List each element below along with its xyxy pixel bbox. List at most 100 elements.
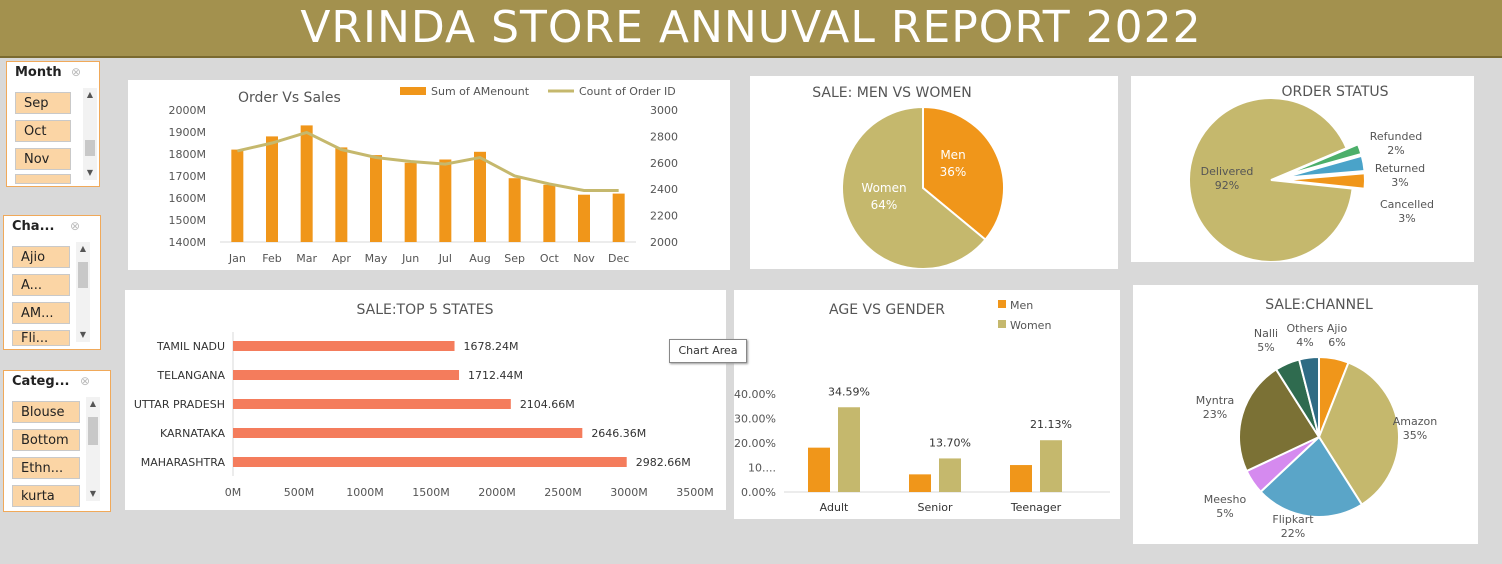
- pie-slice-delivered: [1188, 97, 1354, 263]
- slicer-item[interactable]: [15, 174, 71, 184]
- data-label: 2646.36M: [591, 427, 646, 440]
- scroll-down-icon[interactable]: ▼: [89, 489, 97, 498]
- bar: [335, 147, 348, 242]
- slicer-item[interactable]: Sep: [15, 92, 71, 114]
- pie-slice-myntra: [1238, 368, 1321, 473]
- clear-filter-icon[interactable]: ⊗: [71, 65, 82, 79]
- slicer-item[interactable]: Fli...: [12, 330, 70, 346]
- bar: [439, 159, 452, 242]
- y2-tick-label: 3000: [650, 104, 678, 117]
- slice-label: Women: [861, 181, 906, 195]
- month-slicer[interactable]: Month ⊗ Sep Oct Nov ▲ ▼: [6, 61, 100, 187]
- x-tick-label: 1500M: [412, 486, 450, 499]
- scroll-down-icon[interactable]: ▼: [79, 330, 87, 339]
- x-tick-label: 1000M: [346, 486, 384, 499]
- x-tick-label: Jun: [401, 252, 419, 265]
- scroll-down-icon[interactable]: ▼: [86, 168, 94, 177]
- slice-label: Others: [1287, 322, 1324, 335]
- slicer-item[interactable]: Ethn...: [12, 457, 80, 479]
- order-vs-sales-panel[interactable]: Order Vs Sales 2000M 1900M 1800M 1700M 1600M 1…: [128, 80, 730, 270]
- category-slicer[interactable]: Categ... ⊗ Blouse Bottom Ethn... kurta ▲…: [3, 370, 111, 512]
- scroll-thumb[interactable]: [78, 262, 88, 288]
- y-tick-label: 20.00%: [734, 437, 776, 450]
- x-tick-label: Senior: [917, 501, 953, 514]
- y-tick-label: KARNATAKA: [160, 427, 225, 440]
- slice-value: 3%: [1391, 176, 1408, 189]
- y2-tick-label: 2400: [650, 183, 678, 196]
- bar: [543, 184, 556, 242]
- order-status-panel[interactable]: ORDER STATUS Delivered 92% Refunded 2% Return…: [1131, 76, 1474, 263]
- men-vs-women-panel[interactable]: SALE: MEN VS WOMEN Men 36% Women 64%: [750, 76, 1118, 270]
- bar: [300, 125, 313, 242]
- slice-value: 64%: [871, 198, 898, 212]
- slicer-item[interactable]: Blouse: [12, 401, 80, 423]
- bar: [370, 155, 382, 242]
- slicer-item[interactable]: Bottom: [12, 429, 80, 451]
- y2-tick-label: 2600: [650, 157, 678, 170]
- chart-title: SALE:TOP 5 STATES: [356, 302, 493, 318]
- x-tick-label: Apr: [332, 252, 352, 265]
- y2-tick-label: 2000: [650, 236, 678, 249]
- x-tick-label: 2500M: [544, 486, 582, 499]
- slicer-header: Month: [15, 65, 62, 80]
- slice-label: Ajio: [1327, 322, 1348, 335]
- pie-slice-cancelled: [1282, 172, 1366, 190]
- chart-area-tooltip: Chart Area: [669, 339, 747, 363]
- x-tick-label: Jul: [438, 252, 452, 265]
- sale-channel-panel[interactable]: SALE:CHANNEL Ajio 6% Amazon 35% Flipkart 22% Me…: [1133, 285, 1478, 544]
- bar-women: [838, 407, 860, 492]
- scroll-up-icon[interactable]: ▲: [79, 244, 87, 253]
- scrollbar[interactable]: ▲ ▼: [76, 242, 90, 342]
- bar-men: [1010, 465, 1032, 492]
- chart-title: SALE:CHANNEL: [1265, 297, 1373, 313]
- scroll-thumb[interactable]: [88, 417, 98, 445]
- scrollbar[interactable]: ▲ ▼: [86, 397, 100, 501]
- x-tick-label: Oct: [540, 252, 560, 265]
- pie-slice-flipkart: [1259, 435, 1364, 518]
- slicer-item[interactable]: AM...: [12, 302, 70, 324]
- y2-tick-label: 2800: [650, 130, 678, 143]
- clear-filter-icon[interactable]: ⊗: [80, 374, 91, 388]
- slice-value: 92%: [1215, 179, 1239, 192]
- slicer-item[interactable]: Nov: [15, 148, 71, 170]
- x-tick-label: 500M: [284, 486, 315, 499]
- scroll-thumb[interactable]: [85, 140, 95, 156]
- bar-women: [939, 458, 961, 492]
- slicer-item[interactable]: Oct: [15, 120, 71, 142]
- bar: [404, 162, 417, 242]
- y-tick-label: 0.00%: [741, 486, 776, 499]
- channel-slicer[interactable]: Cha... ⊗ Ajio A... AM... Fli... ▲ ▼: [3, 215, 101, 350]
- legend-label: Sum of AMenount: [431, 85, 530, 98]
- slice-label: Returned: [1375, 162, 1425, 175]
- y-tick-label: 1600M: [169, 192, 207, 205]
- bar: [474, 151, 486, 242]
- bar-men: [909, 474, 931, 492]
- chart-title: AGE VS GENDER: [829, 302, 945, 318]
- x-tick-label: Jan: [228, 252, 246, 265]
- top-states-chart: SALE:TOP 5 STATES TAMIL NADU 1678.24M TELAN…: [134, 302, 714, 499]
- clear-filter-icon[interactable]: ⊗: [70, 219, 81, 233]
- slicer-item[interactable]: kurta: [12, 485, 80, 507]
- slice-label: Amazon: [1393, 415, 1437, 428]
- slice-value: 36%: [940, 165, 967, 179]
- slice-value: 5%: [1216, 507, 1233, 520]
- top-states-panel[interactable]: SALE:TOP 5 STATES TAMIL NADU 1678.24M TELAN…: [125, 290, 726, 510]
- bar: [508, 178, 521, 242]
- pie-slice-women: [841, 105, 987, 270]
- y-tick-label: 1400M: [169, 236, 207, 249]
- bar-women: [1040, 440, 1062, 492]
- slicer-item[interactable]: A...: [12, 274, 70, 296]
- scrollbar[interactable]: ▲ ▼: [83, 88, 97, 180]
- pie-slice-refunded: [1281, 142, 1363, 178]
- y-tick-label: 2000M: [169, 104, 207, 117]
- line-series: [236, 130, 619, 193]
- slice-label: Delivered: [1201, 165, 1254, 178]
- age-vs-gender-panel[interactable]: AGE VS GENDER 40.00% 30.00% 20.00% 10.... 0.0…: [734, 290, 1120, 519]
- title-banner: VRINDA STORE ANNUVAL REPORT 2022: [0, 0, 1502, 58]
- y-tick-label: UTTAR PRADESH: [134, 398, 225, 411]
- slicer-item[interactable]: Ajio: [12, 246, 70, 268]
- scroll-up-icon[interactable]: ▲: [86, 90, 94, 99]
- scroll-up-icon[interactable]: ▲: [89, 399, 97, 408]
- bar: [233, 428, 583, 438]
- x-tick-label: Teenager: [1010, 501, 1062, 514]
